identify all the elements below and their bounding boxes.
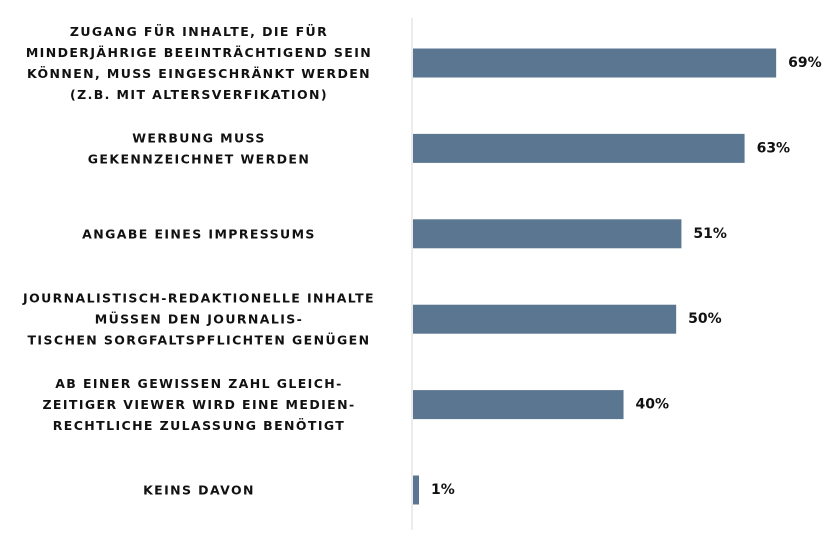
category-label-3: ANGABE EINES IMPRESSUMS (82, 226, 316, 241)
category-label-2-line-2: GEKENNZEICHNET WERDEN (88, 151, 310, 166)
category-label-6-line-1: KEINS DAVON (143, 483, 255, 498)
value-label-4: 50% (688, 311, 722, 327)
value-label-1: 69% (788, 55, 822, 71)
category-label-4: JOURNALISTISCH-REDAKTIONELLE INHALTE MÜSS… (22, 291, 375, 348)
category-label-1-line-3: KÖNNEN, MUSS EINGESCHRÄNKT WERDEN (27, 66, 371, 81)
bar-4 (413, 304, 677, 334)
category-label-5-line-3: RECHTLICHE ZULASSUNG BENÖTIGT (53, 418, 346, 433)
value-label-2: 63% (757, 140, 791, 156)
category-label-6: KEINS DAVON (143, 483, 255, 498)
category-label-2: WERBUNG MUSS GEKENNZEICHNET WERDEN (88, 130, 310, 166)
category-label-2-line-1: WERBUNG MUSS (132, 130, 266, 145)
bar-5 (413, 390, 624, 420)
bar-2 (413, 133, 745, 163)
value-label-6: 1% (431, 482, 455, 498)
bar-1 (413, 48, 777, 78)
value-label-3: 51% (693, 226, 727, 242)
category-label-1-line-1: ZUGANG FÜR INHALTE, DIE FÜR (70, 24, 328, 39)
category-label-5-line-2: ZEITIGER VIEWER WIRD EINE MEDIEN- (42, 397, 355, 412)
category-label-1: ZUGANG FÜR INHALTE, DIE FÜR MINDERJÄHRIGE… (26, 24, 372, 102)
category-label-4-line-1: JOURNALISTISCH-REDAKTIONELLE INHALTE (22, 291, 375, 306)
bar-6 (413, 475, 419, 505)
category-label-1-line-4: (Z.B. MIT ALTERSVERFIKATION) (70, 87, 328, 102)
category-label-3-line-1: ANGABE EINES IMPRESSUMS (82, 226, 316, 241)
category-label-4-line-3: TISCHEN SORGFALTSPFLICHTEN GENÜGEN (28, 333, 371, 348)
bar-3 (413, 219, 682, 249)
category-labels-group: ZUGANG FÜR INHALTE, DIE FÜR MINDERJÄHRIGE… (22, 24, 375, 498)
bars-group (413, 48, 777, 505)
category-label-4-line-2: MÜSSEN DEN JOURNALIS- (95, 312, 304, 327)
category-label-5: AB EINER GEWISSEN ZAHL GLEICH- ZEITIGER V… (42, 376, 355, 433)
category-label-1-line-2: MINDERJÄHRIGE BEEINTRÄCHTIGEND SEIN (26, 45, 372, 60)
category-label-5-line-1: AB EINER GEWISSEN ZAHL GLEICH- (55, 376, 343, 391)
value-label-5: 40% (636, 397, 670, 413)
value-labels-group: 69% 63% 51% 50% 40% 1% (431, 55, 822, 498)
